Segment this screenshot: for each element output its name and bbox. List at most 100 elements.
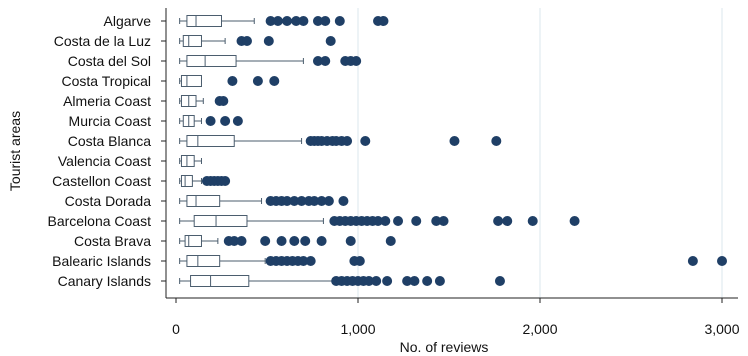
outlier-point xyxy=(316,236,327,246)
iqr-box xyxy=(180,155,195,167)
outlier-point xyxy=(269,76,280,86)
outlier-point xyxy=(260,236,271,246)
outlier-point xyxy=(218,96,229,106)
iqr-box xyxy=(186,135,235,147)
outlier-point xyxy=(205,116,216,126)
outlier-point xyxy=(411,216,422,226)
outlier-point xyxy=(289,236,300,246)
outlier-point xyxy=(354,256,365,266)
outlier-point xyxy=(289,196,300,206)
outlier-point xyxy=(305,256,316,266)
outlier-point xyxy=(296,196,307,206)
outlier-point xyxy=(494,276,505,286)
outlier-point xyxy=(309,196,320,206)
outlier-point xyxy=(298,16,309,26)
outlier-point xyxy=(220,176,231,186)
category-label: Barcelona Coast xyxy=(47,213,151,229)
category-label: Costa Tropical xyxy=(62,73,151,89)
outlier-point xyxy=(422,276,433,286)
plot-area xyxy=(166,8,738,298)
y-axis-title: Tourist areas xyxy=(7,111,23,191)
outlier-point xyxy=(312,16,323,26)
outlier-point xyxy=(320,56,331,66)
outlier-point xyxy=(493,216,504,226)
outlier-point xyxy=(338,196,349,206)
outlier-point xyxy=(434,276,445,286)
x-tick-label: 0 xyxy=(172,321,180,337)
outlier-point xyxy=(449,136,460,146)
iqr-box xyxy=(186,255,221,267)
iqr-box xyxy=(180,175,193,187)
outlier-point xyxy=(385,236,396,246)
outlier-point xyxy=(491,136,502,146)
outlier-point xyxy=(298,256,309,266)
x-tick-label: 3,000 xyxy=(704,321,739,337)
outlier-point xyxy=(382,276,393,286)
outlier-point xyxy=(312,56,323,66)
outlier-point xyxy=(232,116,243,126)
outlier-point xyxy=(431,216,442,226)
category-label: Murcia Coast xyxy=(69,113,152,129)
outlier-point xyxy=(360,136,371,146)
outlier-point xyxy=(300,236,311,246)
outlier-point xyxy=(371,276,382,286)
x-tick-label: 2,000 xyxy=(522,321,557,337)
outlier-point xyxy=(272,16,283,26)
x-axis-title: No. of reviews xyxy=(400,339,489,355)
outlier-point xyxy=(282,16,293,26)
category-label: Almeria Coast xyxy=(63,93,151,109)
outlier-point xyxy=(220,116,231,126)
outlier-point xyxy=(409,276,420,286)
outlier-point xyxy=(227,76,238,86)
outlier-point xyxy=(717,256,727,266)
category-label: Costa del Sol xyxy=(68,53,151,69)
outlier-point xyxy=(345,236,356,246)
outlier-point xyxy=(320,16,331,26)
category-label: Costa Brava xyxy=(74,233,151,249)
outlier-point xyxy=(241,36,252,46)
outlier-point xyxy=(263,36,274,46)
outlier-point xyxy=(351,56,362,66)
outlier-point xyxy=(265,16,276,26)
category-label: Canary Islands xyxy=(58,273,151,289)
category-label: Costa de la Luz xyxy=(54,33,151,49)
category-label: Balearic Islands xyxy=(52,253,151,269)
outlier-point xyxy=(527,216,538,226)
outlier-point xyxy=(291,16,302,26)
outlier-point xyxy=(363,276,374,286)
category-label: Costa Dorada xyxy=(65,193,152,209)
outlier-point xyxy=(229,236,240,246)
iqr-box xyxy=(180,75,202,87)
outlier-point xyxy=(325,36,336,46)
outlier-point xyxy=(236,236,247,246)
outlier-point xyxy=(252,76,263,86)
outlier-point xyxy=(282,196,293,206)
iqr-box xyxy=(186,195,221,207)
outlier-point xyxy=(276,236,287,246)
outlier-point xyxy=(687,256,698,266)
outlier-point xyxy=(373,216,384,226)
outlier-point xyxy=(569,216,580,226)
iqr-box xyxy=(182,35,202,47)
iqr-box xyxy=(184,235,202,247)
outlier-point xyxy=(438,216,449,226)
iqr-box xyxy=(186,55,237,67)
category-label: Algarve xyxy=(104,13,152,29)
outlier-point xyxy=(393,216,404,226)
category-label: Costa Blanca xyxy=(68,133,151,149)
category-label: Castellon Coast xyxy=(52,173,151,189)
iqr-box xyxy=(190,275,250,287)
outlier-point xyxy=(316,196,327,206)
x-tick-label: 1,000 xyxy=(340,321,375,337)
iqr-box xyxy=(193,215,248,227)
category-label: Valencia Coast xyxy=(58,153,151,169)
outlier-point xyxy=(342,136,353,146)
outlier-point xyxy=(378,16,389,26)
outlier-point xyxy=(402,276,413,286)
outlier-point xyxy=(334,16,345,26)
iqr-box xyxy=(186,15,222,27)
outlier-point xyxy=(380,216,391,226)
outlier-point xyxy=(323,196,334,206)
